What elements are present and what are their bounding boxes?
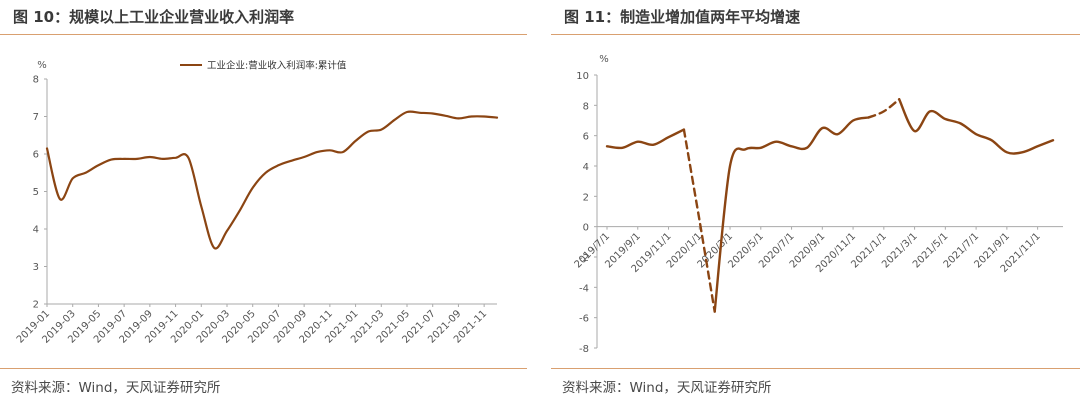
y-tick-label: -6 xyxy=(579,314,589,325)
y-tick-label: 6 xyxy=(583,132,589,143)
series-line xyxy=(713,116,870,313)
y-tick-label: 3 xyxy=(33,262,39,273)
series-line xyxy=(605,128,686,150)
y-tick-label: -4 xyxy=(579,283,589,294)
y-tick-label: 8 xyxy=(33,75,39,86)
y-tick-label: 4 xyxy=(33,225,39,236)
y-tick-label: -2 xyxy=(579,253,589,264)
legend-label: 工业企业:营业收入利润率:累计值 xyxy=(207,60,347,72)
y-unit-label: % xyxy=(37,60,47,71)
y-tick-label: 10 xyxy=(576,71,589,82)
title-rule xyxy=(0,34,527,35)
source-rule xyxy=(551,368,1080,369)
y-tick-label: 2 xyxy=(33,300,39,311)
chart-title: 图 10：规模以上工业企业营业收入利润率 xyxy=(13,8,295,26)
y-unit-label: % xyxy=(599,54,609,65)
y-tick-label: 5 xyxy=(33,187,39,198)
y-tick-label: 8 xyxy=(583,101,589,112)
series-line xyxy=(45,110,499,250)
chart-title: 图 11：制造业增加值两年平均增速 xyxy=(564,8,801,26)
series-line-dashed xyxy=(682,128,716,313)
y-tick-label: 2 xyxy=(583,192,589,203)
y-tick-label: -8 xyxy=(579,344,589,355)
source-note: 资料来源：Wind，天风证券研究所 xyxy=(11,380,221,396)
y-tick-label: 4 xyxy=(583,162,589,173)
chart-panel-right: 图 11：制造业增加值两年平均增速 -8 -6 -4 -2 0 2 4 6 8 10% 2019/7… xyxy=(551,0,1080,401)
y-tick-label: 6 xyxy=(33,150,39,161)
chart-panel-left: 图 10：规模以上工业企业营业收入利润率 2 3 4 5 6 7 8% 2019-01 2019… xyxy=(0,0,527,401)
series-line-dashed xyxy=(867,98,901,119)
chart-plot: -8-6-4-20246810%2019/7/12019/9/12019/11/… xyxy=(573,54,1063,355)
source-rule xyxy=(0,368,527,369)
source-note: 资料来源：Wind，天风证券研究所 xyxy=(562,380,772,396)
y-tick-label: 0 xyxy=(583,223,589,234)
title-rule xyxy=(551,34,1080,35)
y-tick-label: 7 xyxy=(33,112,39,123)
series-line xyxy=(898,98,1055,155)
chart-plot: 2345678%2019-012019-032019-052019-072019… xyxy=(15,60,499,346)
